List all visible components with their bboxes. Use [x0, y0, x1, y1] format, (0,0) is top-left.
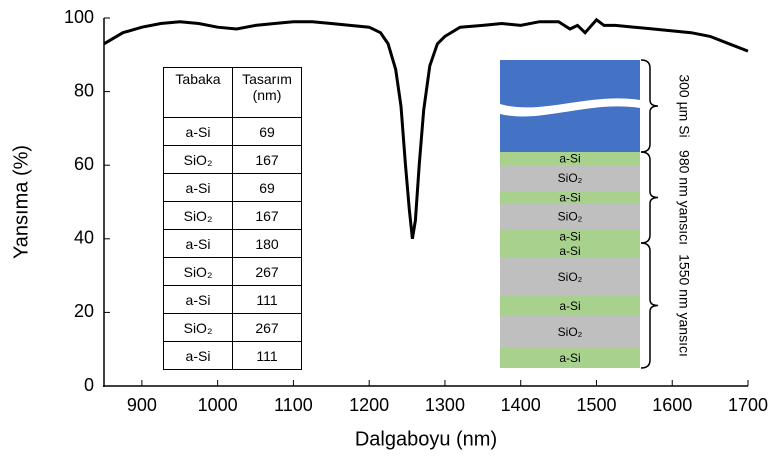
layer-label: SiO₂: [558, 325, 583, 339]
bracket: [641, 243, 658, 368]
y-tick-label: 100: [64, 7, 94, 27]
layer-label: a-Si: [559, 351, 580, 365]
x-axis-label: Dalgaboyu (nm): [355, 428, 497, 450]
y-tick-label: 60: [74, 154, 94, 174]
table-cell: SiO₂: [164, 202, 233, 230]
y-tick-label: 40: [74, 228, 94, 248]
x-tick-label: 1100: [274, 395, 313, 415]
layer-label: a-Si: [559, 244, 580, 258]
layer-label: a-Si: [559, 152, 580, 166]
table-cell: SiO₂: [164, 146, 233, 174]
layer-label: a-Si: [559, 299, 580, 313]
bracket-label: 1550 nm yansıcı: [676, 254, 692, 357]
layer-label: a-Si: [559, 191, 580, 205]
y-tick-label: 80: [74, 80, 94, 100]
layer-label: a-Si: [559, 229, 580, 243]
y-tick-label: 0: [84, 375, 94, 395]
layer-label: SiO₂: [558, 210, 583, 224]
x-tick-label: 1200: [349, 395, 389, 415]
table-cell: a-Si: [164, 174, 233, 202]
layer-label: SiO₂: [558, 270, 583, 284]
layer-diagram: a-SiSiO₂a-SiSiO₂a-Sia-SiSiO₂a-SiSiO₂a-Si…: [500, 60, 692, 368]
table-cell: 111: [233, 342, 302, 370]
y-axis-label: Yansıma (%): [10, 145, 32, 259]
x-tick-label: 1300: [425, 395, 465, 415]
table-cell: a-Si: [164, 230, 233, 258]
x-tick-label: 1600: [652, 395, 692, 415]
column-header: Tabaka: [164, 68, 233, 118]
x-tick-label: 1700: [728, 395, 768, 415]
bracket: [641, 60, 658, 152]
layer-label: SiO₂: [558, 171, 583, 185]
bracket-label: 300 µm Si: [676, 74, 692, 137]
table-cell: 69: [233, 174, 302, 202]
bracket-label: 980 nm yansıcı: [676, 150, 692, 245]
table-cell: 167: [233, 202, 302, 230]
table-cell: 167: [233, 146, 302, 174]
table-cell: SiO₂: [164, 258, 233, 286]
page: {"chart_data": {"type": "line", "xlabel"…: [0, 0, 777, 462]
chart: Dalgaboyu (nm) Yansıma (%) a-SiSiO₂a-SiS…: [0, 0, 777, 462]
table-cell: a-Si: [164, 342, 233, 370]
bracket: [641, 152, 658, 243]
x-tick-label: 1400: [501, 395, 541, 415]
table-cell: 69: [233, 118, 302, 146]
table-cell: 111: [233, 286, 302, 314]
table-cell: 180: [233, 230, 302, 258]
x-tick-label: 1000: [198, 395, 238, 415]
table-cell: 267: [233, 258, 302, 286]
table-cell: a-Si: [164, 286, 233, 314]
table-cell: a-Si: [164, 118, 233, 146]
x-tick-label: 900: [127, 395, 157, 415]
x-tick-label: 1500: [576, 395, 616, 415]
table-cell: 267: [233, 314, 302, 342]
column-header: Tasarım (nm): [233, 68, 302, 118]
y-tick-label: 20: [74, 301, 94, 321]
table-cell: SiO₂: [164, 314, 233, 342]
